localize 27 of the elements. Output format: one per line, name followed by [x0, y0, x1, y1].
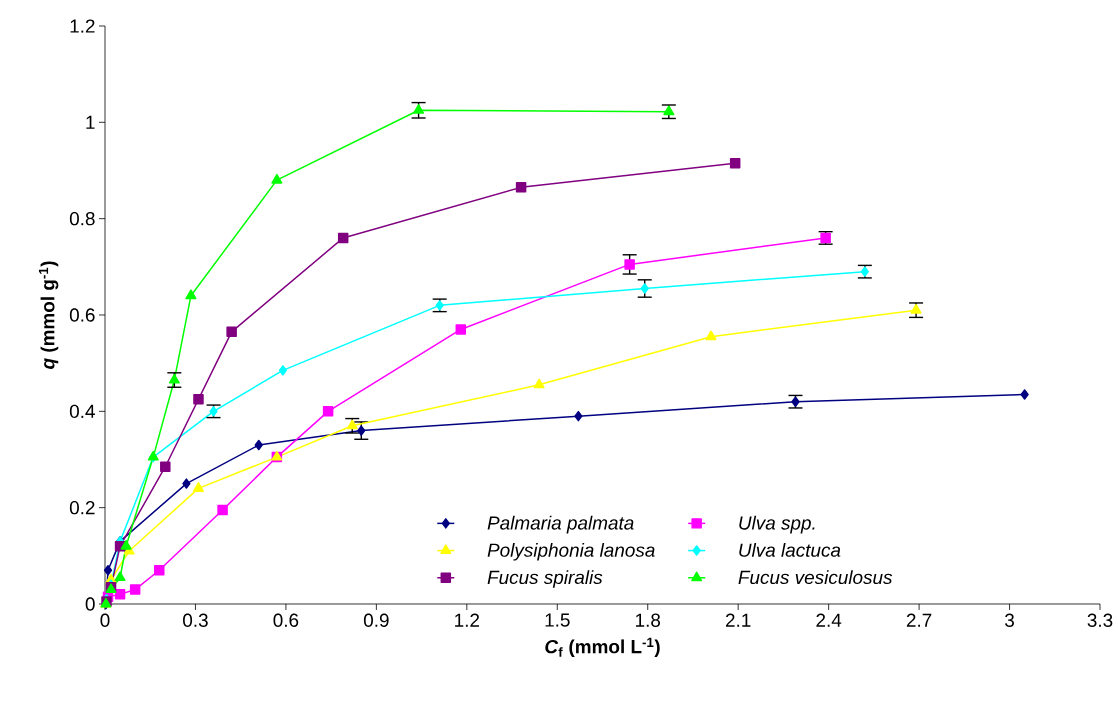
legend-label: Polysiphonia lanosa: [487, 542, 655, 561]
legend-label: Palmaria palmata: [487, 515, 634, 534]
legend-label: Fucus vesiculosus: [738, 570, 893, 585]
y-tick-label: 1.2: [70, 19, 95, 33]
y-tick-label: 0.8: [69, 211, 95, 226]
y-tick-label: 1: [86, 115, 95, 129]
x-tick-label: 3: [1005, 613, 1014, 627]
x-tick-label: 3.3: [1087, 613, 1113, 627]
x-tick-label: 1.5: [545, 613, 570, 627]
x-tick-label: 2.1: [725, 613, 751, 627]
y-tick-label: 0.4: [69, 404, 95, 419]
x-tick-label: 0.9: [363, 613, 389, 627]
y-tick-label: 0.6: [69, 308, 95, 322]
x-tick-label: 0: [100, 613, 110, 627]
x-tick-label: 1.2: [455, 613, 480, 627]
x-tick-label: 2.4: [816, 613, 842, 627]
x-tick-label: 1.8: [636, 613, 661, 627]
x-tick-label: 2.7: [906, 613, 932, 627]
x-tick-label: 0.3: [183, 613, 208, 627]
legend-label: Fucus spiralis: [487, 570, 603, 588]
y-tick-label: 0: [85, 597, 95, 611]
y-axis-title: q (mmol g$^{-1}$): [38, 261, 59, 369]
y-tick-label: 0.2: [69, 500, 95, 515]
x-tick-label: 0.6: [273, 613, 299, 627]
legend-label: Ulva lactuca: [739, 542, 841, 557]
x-axis-title: C$_{f}$ (mmol L$^{-1}$): [545, 637, 660, 658]
legend-label: Ulva spp.: [739, 515, 815, 534]
